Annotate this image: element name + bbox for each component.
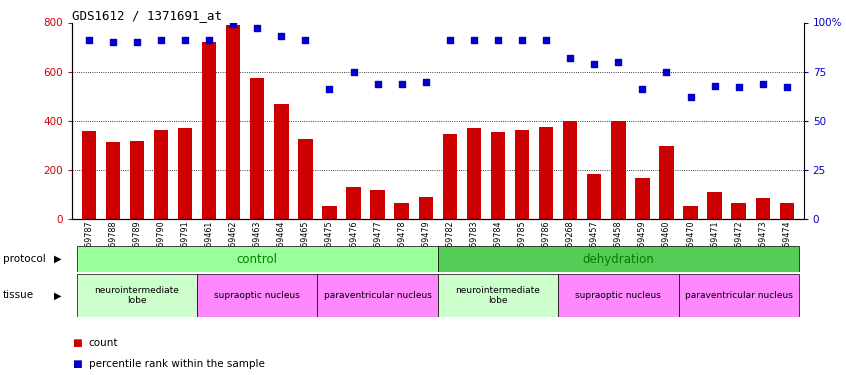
Point	[227, 21, 240, 27]
Bar	[515, 129, 530, 219]
Bar	[226, 25, 240, 219]
Point	[467, 37, 481, 43]
Bar	[371, 190, 385, 219]
Bar	[442, 135, 457, 219]
Text: neurointermediate
lobe: neurointermediate lobe	[95, 286, 179, 305]
Point	[563, 55, 577, 61]
Bar	[587, 174, 602, 219]
Bar	[491, 132, 505, 219]
Bar	[322, 206, 337, 219]
Point	[250, 26, 264, 32]
Bar	[346, 188, 360, 219]
Text: control: control	[237, 253, 277, 266]
Bar	[274, 104, 288, 219]
Point	[660, 69, 673, 75]
Text: count: count	[89, 338, 118, 348]
Text: ▶: ▶	[54, 290, 62, 300]
Point	[540, 37, 553, 43]
Bar	[178, 128, 192, 219]
Bar	[467, 128, 481, 219]
Text: tissue: tissue	[3, 290, 34, 300]
Text: dehydration: dehydration	[582, 253, 654, 266]
Point	[443, 37, 457, 43]
Bar	[659, 146, 673, 219]
Bar	[678, 274, 799, 317]
Point	[202, 37, 216, 43]
Point	[515, 37, 529, 43]
Bar	[106, 142, 120, 219]
Bar	[197, 274, 317, 317]
Bar	[298, 140, 313, 219]
Bar	[419, 197, 433, 219]
Bar	[732, 203, 746, 219]
Point	[322, 87, 336, 93]
Bar	[780, 203, 794, 219]
Point	[179, 37, 192, 43]
Bar	[611, 121, 625, 219]
Bar	[755, 198, 770, 219]
Text: ■: ■	[72, 359, 82, 369]
Bar	[77, 246, 438, 272]
Bar	[635, 177, 650, 219]
Text: protocol: protocol	[3, 254, 46, 264]
Text: supraoptic nucleus: supraoptic nucleus	[575, 291, 662, 300]
Bar	[77, 274, 197, 317]
Text: supraoptic nucleus: supraoptic nucleus	[214, 291, 300, 300]
Bar	[250, 78, 265, 219]
Point	[275, 33, 288, 39]
Point	[395, 81, 409, 87]
Point	[780, 84, 794, 90]
Point	[106, 39, 119, 45]
Bar	[317, 274, 437, 317]
Point	[419, 79, 432, 85]
Point	[612, 59, 625, 65]
Bar	[539, 127, 553, 219]
Point	[130, 39, 144, 45]
Text: GDS1612 / 1371691_at: GDS1612 / 1371691_at	[72, 9, 222, 22]
Point	[371, 81, 384, 87]
Text: paraventricular nucleus: paraventricular nucleus	[324, 291, 431, 300]
Text: paraventricular nucleus: paraventricular nucleus	[684, 291, 793, 300]
Point	[154, 37, 168, 43]
Text: ▶: ▶	[54, 254, 62, 264]
Bar	[81, 131, 96, 219]
Bar	[154, 129, 168, 219]
Bar	[684, 206, 698, 219]
Text: neurointermediate
lobe: neurointermediate lobe	[455, 286, 541, 305]
Bar	[394, 203, 409, 219]
Point	[347, 69, 360, 75]
Bar	[437, 246, 799, 272]
Text: percentile rank within the sample: percentile rank within the sample	[89, 359, 265, 369]
Text: ■: ■	[72, 338, 82, 348]
Bar	[129, 141, 144, 219]
Bar	[563, 121, 578, 219]
Bar	[202, 42, 217, 219]
Point	[82, 37, 96, 43]
Point	[684, 94, 697, 100]
Point	[635, 87, 649, 93]
Point	[492, 37, 505, 43]
Point	[587, 61, 601, 67]
Point	[708, 82, 722, 88]
Bar	[707, 192, 722, 219]
Bar	[558, 274, 678, 317]
Point	[732, 84, 745, 90]
Bar	[437, 274, 558, 317]
Point	[299, 37, 312, 43]
Point	[756, 81, 770, 87]
